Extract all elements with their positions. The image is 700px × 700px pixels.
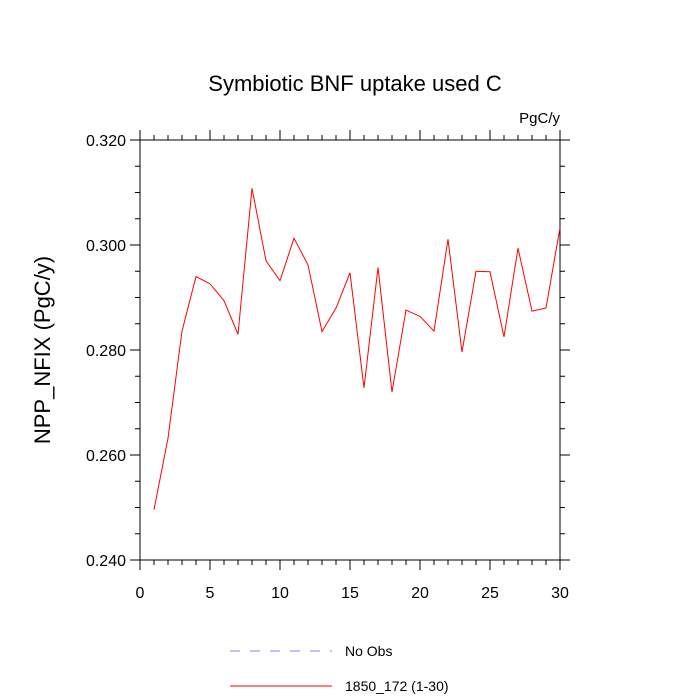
x-tick-labels: 0 5 10 15 20 25 30 (136, 585, 569, 602)
y-axis-label: NPP_NFIX (PgC/y) (30, 256, 55, 444)
y-tick-label: 0.320 (86, 133, 126, 150)
legend-label: 1850_172 (1-30) (345, 678, 449, 694)
y-tick-label: 0.300 (86, 238, 126, 255)
axis-ticks (130, 130, 570, 570)
y-tick-labels: 0.240 0.260 0.280 0.300 0.320 (86, 133, 126, 570)
x-tick-label: 5 (206, 585, 215, 602)
x-tick-label: 10 (271, 585, 289, 602)
plot-frame (139, 139, 561, 561)
y-tick-label: 0.240 (86, 553, 126, 570)
x-tick-label: 20 (411, 585, 429, 602)
x-tick-label: 25 (481, 585, 499, 602)
chart-title: Symbiotic BNF uptake used C (208, 71, 502, 96)
series-line (153, 188, 561, 510)
x-tick-label: 0 (136, 585, 145, 602)
x-tick-label: 30 (551, 585, 569, 602)
units-label: PgC/y (519, 110, 560, 127)
series-group (153, 188, 561, 510)
legend-label: No Obs (345, 643, 392, 659)
y-tick-label: 0.280 (86, 343, 126, 360)
y-tick-label: 0.260 (86, 448, 126, 465)
legend: No Obs 1850_172 (1-30) (230, 643, 449, 694)
x-tick-label: 15 (341, 585, 359, 602)
